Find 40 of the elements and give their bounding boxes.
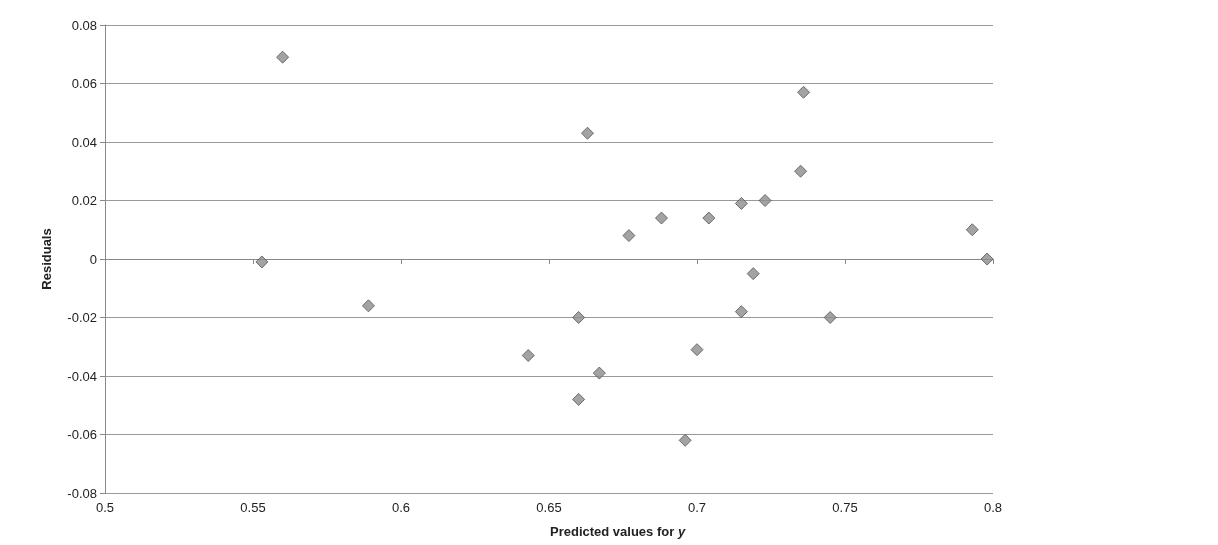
point bbox=[690, 343, 704, 357]
point bbox=[797, 85, 811, 99]
point bbox=[758, 194, 772, 207]
point bbox=[580, 126, 594, 140]
point bbox=[823, 311, 837, 324]
point bbox=[572, 392, 586, 406]
point bbox=[746, 267, 760, 281]
y-axis-title: Residuals bbox=[39, 228, 54, 290]
x-tick-label: 0.75 bbox=[832, 500, 858, 515]
point bbox=[276, 50, 290, 64]
x-tick-label: 0.8 bbox=[983, 500, 1003, 515]
y-tick-label: 0 bbox=[89, 251, 97, 267]
point bbox=[980, 252, 994, 266]
point bbox=[965, 223, 979, 237]
point bbox=[734, 305, 748, 319]
point bbox=[572, 311, 586, 324]
point bbox=[734, 196, 748, 210]
point bbox=[678, 433, 692, 447]
point bbox=[794, 164, 808, 178]
y-tick-label: 0.02 bbox=[71, 193, 97, 208]
x-axis-title: Predicted values for y bbox=[550, 524, 686, 539]
y-tick-label: -0.08 bbox=[67, 485, 97, 501]
y-tick-label: 0.04 bbox=[71, 134, 97, 150]
point bbox=[361, 299, 375, 313]
point bbox=[255, 255, 269, 269]
point bbox=[654, 211, 668, 225]
x-tick-label: 0.7 bbox=[687, 500, 707, 515]
point bbox=[521, 349, 535, 363]
point bbox=[592, 366, 606, 380]
y-tick-label: -0.04 bbox=[67, 368, 97, 384]
x-tick-label: 0.65 bbox=[536, 500, 562, 515]
x-tick-label: 0.55 bbox=[240, 500, 266, 515]
y-tick-label: -0.02 bbox=[67, 310, 97, 325]
x-tick-label: 0.5 bbox=[95, 500, 115, 515]
x-tick-label: 0.6 bbox=[391, 500, 411, 515]
y-tick-label: -0.06 bbox=[67, 427, 97, 442]
point bbox=[622, 229, 636, 243]
point bbox=[702, 211, 716, 225]
y-tick-label: 0.08 bbox=[71, 17, 97, 33]
y-tick-label: 0.06 bbox=[71, 76, 97, 91]
